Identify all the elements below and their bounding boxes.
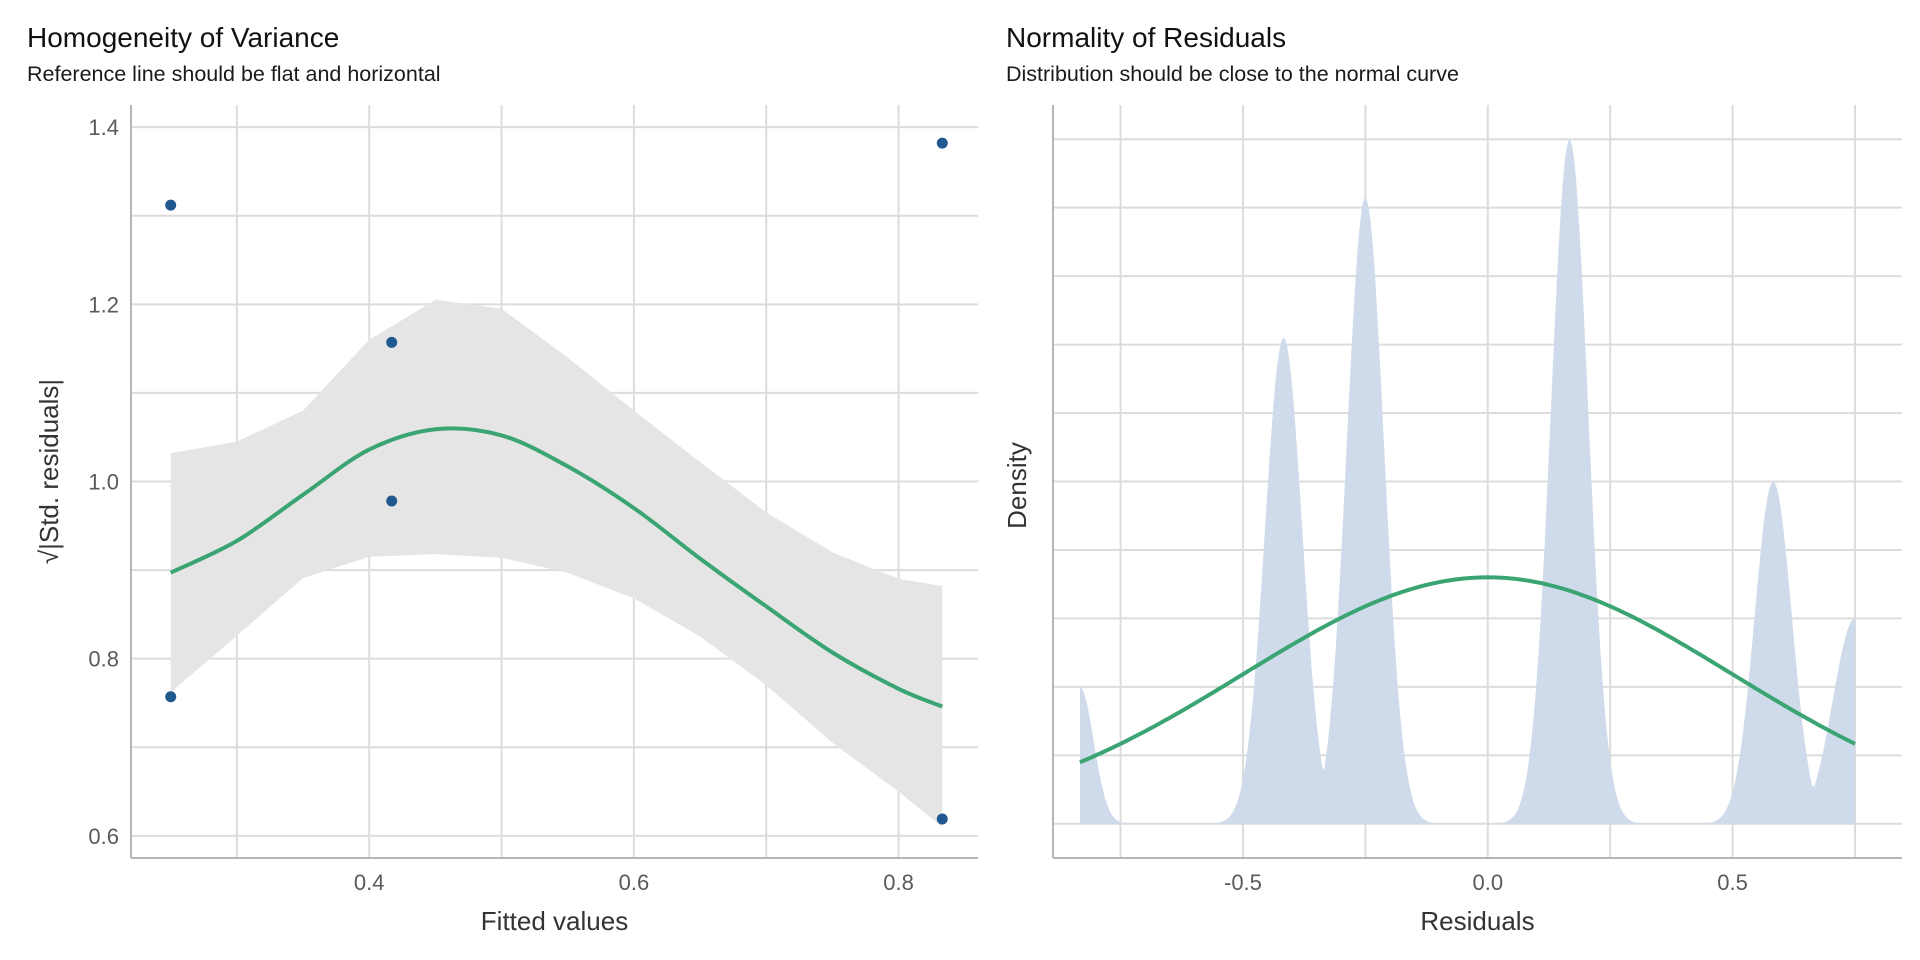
x-tick-label: 0.6 — [619, 870, 650, 895]
y-axis-title: √|Std. residuals| — [34, 379, 64, 564]
x-tick-label: -0.5 — [1224, 870, 1262, 895]
x-tick-label: 0.8 — [883, 870, 914, 895]
chart-title-normality: Normality of Residuals — [1006, 22, 1287, 53]
y-tick-label: 0.8 — [88, 647, 119, 672]
y-tick-label: 1.2 — [88, 292, 119, 317]
y-tick-label: 1.4 — [88, 115, 119, 140]
residual-points — [165, 137, 948, 825]
x-tick-label: 0.4 — [354, 870, 385, 895]
smooth-fit-line — [169, 426, 944, 709]
data-point — [165, 691, 177, 703]
y-axis-title: Density — [1002, 442, 1032, 529]
chart-subtitle-homogeneity: Reference line should be flat and horizo… — [27, 62, 441, 86]
y-tick-label: 0.6 — [88, 824, 119, 849]
y-tick-labels: 0.6 0.8 1.0 1.2 1.4 — [88, 115, 119, 849]
data-point — [936, 137, 948, 149]
chart-subtitle-normality: Distribution should be close to the norm… — [1006, 62, 1459, 86]
chart-title-homogeneity: Homogeneity of Variance — [27, 22, 340, 53]
confidence-band — [170, 299, 943, 827]
x-tick-label: 0.5 — [1717, 870, 1748, 895]
homogeneity-plot: 0.4 0.6 0.8 0.60.81.01.21.4 Fitted values … — [34, 105, 978, 936]
x-tick-labels: -0.5 0.0 0.5 — [1224, 870, 1748, 895]
x-tick-labels: 0.4 0.6 0.8 — [354, 870, 914, 895]
data-point — [936, 813, 948, 825]
x-tick-label: 0.0 — [1472, 870, 1503, 895]
data-point — [386, 336, 398, 348]
x-axis-title: Fitted values — [481, 906, 628, 936]
normal-curve-line — [1079, 575, 1856, 765]
data-point — [386, 495, 398, 507]
y-tick-label: 1.0 — [88, 470, 119, 495]
data-point — [165, 199, 177, 211]
residual-density-area — [1079, 139, 1855, 824]
x-axis-title: Residuals — [1420, 906, 1534, 936]
normality-plot: -0.5 0.0 0.5 Residuals Density — [1002, 105, 1902, 936]
